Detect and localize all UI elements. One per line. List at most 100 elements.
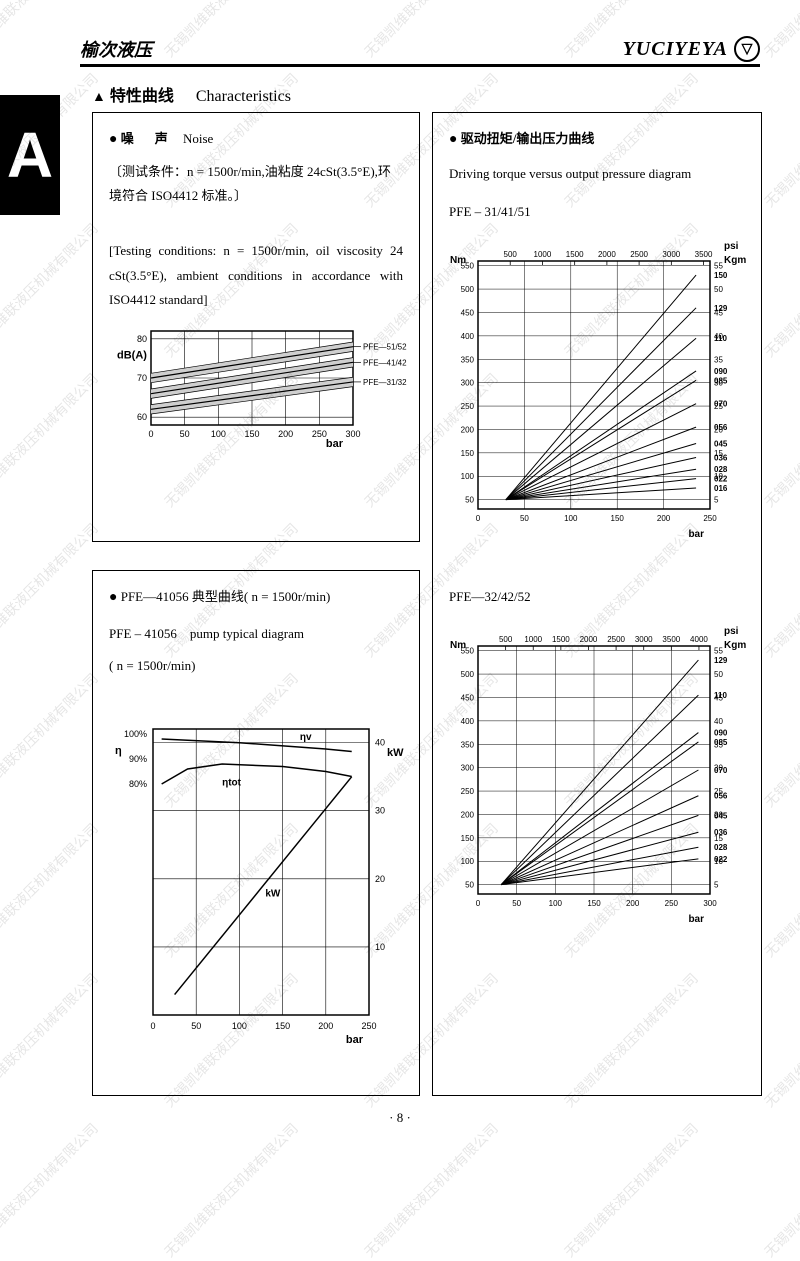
svg-text:PFE—51/52: PFE—51/52 (363, 343, 407, 352)
svg-text:100: 100 (549, 899, 563, 908)
svg-text:250: 250 (312, 429, 327, 439)
svg-text:200: 200 (318, 1021, 333, 1031)
svg-text:bar: bar (346, 1034, 364, 1046)
svg-text:150: 150 (461, 834, 475, 843)
svg-text:200: 200 (461, 425, 475, 434)
svg-text:40: 40 (375, 738, 385, 748)
svg-text:0: 0 (476, 899, 481, 908)
svg-text:400: 400 (461, 717, 475, 726)
svg-text:PFE—41/42: PFE—41/42 (363, 358, 407, 367)
svg-text:psi: psi (724, 241, 739, 252)
torque-title-en: Driving torque versus output pressure di… (449, 162, 745, 187)
svg-text:1500: 1500 (552, 635, 570, 644)
brand-text: YUCIYEYA (623, 38, 728, 61)
svg-text:100: 100 (211, 429, 226, 439)
svg-text:129: 129 (714, 304, 728, 313)
section-heading: ▲ 特性曲线 Characteristics (92, 82, 291, 106)
noise-title-cn: 噪 声 (121, 131, 172, 146)
svg-text:10: 10 (375, 942, 385, 952)
svg-text:200: 200 (657, 514, 671, 523)
svg-text:80: 80 (137, 334, 147, 344)
svg-text:60: 60 (137, 412, 147, 422)
svg-text:70: 70 (137, 373, 147, 383)
svg-text:2500: 2500 (607, 635, 625, 644)
svg-text:80%: 80% (129, 779, 147, 789)
svg-text:1000: 1000 (524, 635, 542, 644)
triangle-icon: ▲ (92, 90, 106, 105)
svg-text:350: 350 (461, 740, 475, 749)
svg-text:50: 50 (520, 514, 529, 523)
svg-text:085: 085 (714, 376, 728, 385)
svg-text:kW: kW (265, 888, 281, 899)
svg-text:150: 150 (461, 449, 475, 458)
svg-text:55: 55 (714, 262, 723, 271)
svg-text:2000: 2000 (580, 635, 598, 644)
svg-text:0: 0 (476, 514, 481, 523)
svg-text:250: 250 (665, 899, 679, 908)
section-title-cn: 特性曲线 (110, 88, 174, 105)
page-header: 榆次液压 YUCIYEYA ▽ (80, 36, 760, 67)
torque-chart1-subtitle: PFE – 31/41/51 (449, 200, 745, 225)
svg-text:250: 250 (703, 514, 717, 523)
svg-text:2500: 2500 (630, 250, 648, 259)
svg-text:110: 110 (714, 691, 727, 700)
svg-text:50: 50 (714, 670, 723, 679)
typical-title-line: ● PFE—41056 典型曲线( n = 1500r/min) (109, 585, 403, 612)
noise-title-en: Noise (183, 131, 213, 146)
svg-text:150: 150 (275, 1021, 290, 1031)
svg-text:150: 150 (244, 429, 259, 439)
svg-text:022: 022 (714, 475, 728, 484)
svg-text:20: 20 (375, 874, 385, 884)
svg-text:100: 100 (232, 1021, 247, 1031)
svg-text:3500: 3500 (662, 635, 680, 644)
svg-text:300: 300 (461, 379, 475, 388)
torque-chart-1: 0501001502002505001000150020002500300035… (438, 235, 758, 545)
svg-text:100: 100 (564, 514, 578, 523)
svg-text:200: 200 (626, 899, 640, 908)
svg-text:Nm: Nm (450, 255, 466, 266)
svg-text:300: 300 (461, 763, 475, 772)
svg-text:090: 090 (714, 728, 728, 737)
svg-text:150: 150 (714, 271, 728, 280)
brand-logo-icon: ▽ (734, 36, 760, 62)
svg-text:100%: 100% (124, 729, 147, 739)
svg-text:250: 250 (461, 402, 475, 411)
svg-text:5: 5 (714, 496, 719, 505)
svg-text:500: 500 (461, 285, 475, 294)
svg-text:200: 200 (461, 810, 475, 819)
svg-text:129: 129 (714, 656, 728, 665)
svg-text:070: 070 (714, 400, 728, 409)
svg-text:ηv: ηv (300, 732, 312, 743)
svg-text:50: 50 (180, 429, 190, 439)
svg-text:1500: 1500 (566, 250, 584, 259)
svg-text:036: 036 (714, 453, 728, 462)
svg-text:90%: 90% (129, 754, 147, 764)
typical-title-en-1: PFE – 41056 pump typical diagram (109, 622, 403, 647)
svg-text:036: 036 (714, 828, 728, 837)
svg-text:Nm: Nm (450, 640, 466, 651)
header-title: 榆次液压 (80, 36, 152, 62)
svg-text:0: 0 (150, 1021, 155, 1031)
svg-text:250: 250 (361, 1021, 376, 1031)
svg-text:200: 200 (278, 429, 293, 439)
typical-panel: ● PFE—41056 典型曲线( n = 1500r/min) PFE – 4… (92, 570, 420, 1096)
svg-text:bar: bar (688, 914, 704, 925)
torque-panel: ● 驱动扭矩/输出压力曲线 Driving torque versus outp… (432, 112, 762, 1096)
noise-title-line: ● 噪 声 Noise (109, 127, 403, 154)
typical-title-en-2: ( n = 1500r/min) (109, 654, 403, 679)
svg-text:085: 085 (714, 738, 728, 747)
svg-text:300: 300 (703, 899, 717, 908)
svg-text:028: 028 (714, 843, 728, 852)
svg-text:110: 110 (714, 334, 727, 343)
typical-chart: 0501001502002501020304080%90%100%ηvηtotk… (103, 719, 413, 1049)
svg-text:50: 50 (191, 1021, 201, 1031)
svg-text:psi: psi (724, 626, 739, 637)
svg-text:1000: 1000 (534, 250, 552, 259)
svg-text:022: 022 (714, 855, 728, 864)
noise-chart: 050100150200250300607080PFE—51/52PFE—41/… (103, 323, 413, 453)
header-brand-block: YUCIYEYA ▽ (623, 36, 760, 62)
noise-panel: ● 噪 声 Noise 〔测试条件：n = 1500r/min,油粘度 24cS… (92, 112, 420, 542)
svg-text:090: 090 (714, 367, 728, 376)
svg-text:bar: bar (326, 438, 344, 450)
svg-text:3000: 3000 (635, 635, 653, 644)
